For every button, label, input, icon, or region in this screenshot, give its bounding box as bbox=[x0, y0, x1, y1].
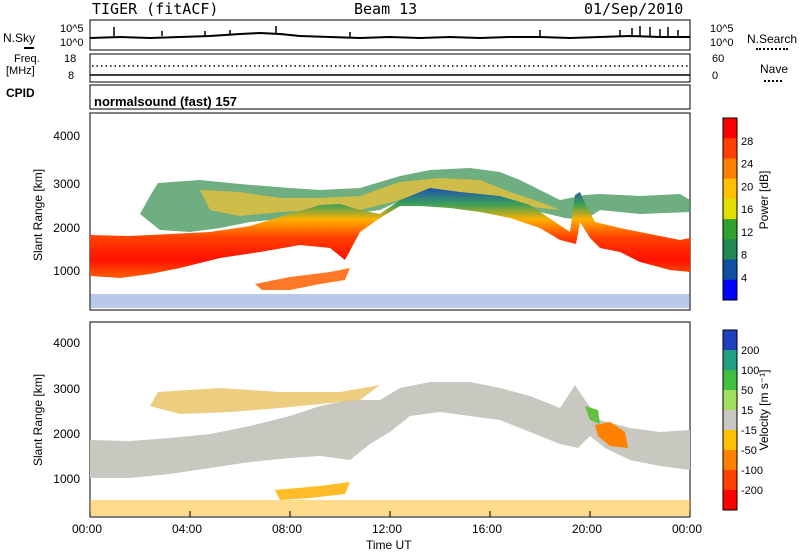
xaxis-tick-marks bbox=[89, 511, 691, 517]
nsky-tick-top: 10^5 bbox=[60, 23, 84, 35]
power-colorbar-swatch bbox=[723, 178, 737, 200]
power-colorbar-tick: 24 bbox=[741, 159, 753, 171]
freq-unit: [MHz] bbox=[6, 65, 35, 77]
velocity-colorbar-swatch bbox=[723, 430, 737, 451]
freq-tick-top: 18 bbox=[64, 53, 77, 65]
nsearch-tick-bottom: 10^0 bbox=[710, 37, 734, 49]
velocity-colorbar-swatch bbox=[723, 370, 737, 391]
nsky-trace bbox=[89, 31, 690, 40]
xtick-1600: 16:00 bbox=[472, 522, 503, 536]
power-colorbar-swatch bbox=[723, 198, 737, 220]
power-colorbar-tick: 20 bbox=[741, 181, 753, 193]
velocity-echoes bbox=[90, 382, 690, 516]
cpid-label: CPID bbox=[6, 86, 35, 100]
radar-title: TIGER (fitACF) bbox=[92, 0, 219, 18]
freq-label: Freq. bbox=[14, 53, 40, 65]
nave-label: Nave bbox=[760, 62, 789, 76]
power-upper-core bbox=[200, 178, 560, 216]
date-label: 01/Sep/2010 bbox=[584, 0, 684, 18]
velocity-negative-patch bbox=[595, 422, 628, 448]
velocity-colorbar-swatch bbox=[723, 490, 737, 511]
power-ground-scatter bbox=[90, 294, 690, 308]
power-colorbar: 28 24 20 16 12 8 4 bbox=[722, 117, 753, 301]
nsearch-dotted-line bbox=[756, 48, 788, 50]
power-ytick-4000: 4000 bbox=[53, 129, 80, 143]
power-colorbar-swatch bbox=[723, 259, 737, 281]
velocity-green-patch bbox=[585, 406, 600, 424]
cpid-program: normalsound (fast) 157 bbox=[94, 94, 238, 109]
nsearch-label: N.Search bbox=[747, 32, 798, 46]
power-lower-patch bbox=[255, 268, 350, 290]
velocity-upper-echo bbox=[150, 385, 380, 414]
power-colorbar-swatch bbox=[723, 219, 737, 240]
xtick-1200: 12:00 bbox=[372, 522, 403, 536]
power-colorbar-tick: 8 bbox=[741, 250, 747, 262]
velocity-colorbar-tick: 100 bbox=[741, 365, 759, 377]
velocity-ytick-1000: 1000 bbox=[53, 472, 80, 486]
velocity-colorbar-swatch bbox=[723, 350, 737, 371]
power-ytick-2000: 2000 bbox=[53, 221, 80, 235]
velocity-colorbar-tick: -100 bbox=[741, 465, 763, 477]
power-colorbar-swatch bbox=[723, 118, 737, 139]
power-colorbar-label: Power [dB] bbox=[757, 171, 771, 230]
velocity-colorbar-swatch bbox=[723, 470, 737, 491]
power-colorbar-tick: 28 bbox=[741, 136, 753, 148]
velocity-colorbar-tick: -50 bbox=[741, 445, 757, 457]
velocity-colorbar-swatch bbox=[723, 450, 737, 471]
nave-dotted-line bbox=[764, 80, 782, 82]
power-colorbar-swatch bbox=[723, 279, 737, 301]
nsearch-spikes bbox=[113, 26, 679, 37]
xtick-0000: 00:00 bbox=[72, 522, 103, 536]
velocity-colorbar: 200 100 50 15 -15 -50 -100 -200 bbox=[722, 329, 763, 511]
nave-tick-bottom: 0 bbox=[712, 70, 719, 82]
power-main-band bbox=[90, 188, 690, 278]
power-colorbar-swatch bbox=[723, 239, 737, 261]
power-ytick-1000: 1000 bbox=[53, 264, 80, 278]
velocity-lower-patch bbox=[275, 482, 350, 500]
power-upper-echo bbox=[140, 168, 690, 232]
velocity-ytick-2000: 2000 bbox=[53, 427, 80, 441]
nsearch-tick-top: 10^5 bbox=[710, 23, 734, 35]
power-colorbar-swatch bbox=[723, 138, 737, 159]
velocity-colorbar-swatch bbox=[723, 390, 737, 411]
velocity-colorbar-swatch bbox=[723, 410, 737, 431]
nsky-panel-frame bbox=[89, 19, 691, 51]
freq-panel-frame bbox=[89, 53, 691, 83]
nsky-underline bbox=[24, 47, 34, 49]
power-ylabel: Slant Range [km] bbox=[31, 169, 45, 261]
xtick-0800: 08:00 bbox=[272, 522, 303, 536]
beam-label: Beam 13 bbox=[354, 0, 418, 18]
velocity-colorbar-tick: 15 bbox=[741, 405, 753, 417]
freq-tick-bottom: 8 bbox=[68, 70, 75, 82]
velocity-colorbar-swatch bbox=[723, 330, 737, 351]
power-ytick-3000: 3000 bbox=[53, 177, 80, 191]
nsky-tick-bottom: 10^0 bbox=[60, 37, 84, 49]
velocity-colorbar-tick: 200 bbox=[741, 345, 759, 357]
xtick-2000: 20:00 bbox=[572, 522, 603, 536]
xaxis-label: Time UT bbox=[366, 538, 412, 552]
velocity-colorbar-tick: 50 bbox=[741, 385, 753, 397]
nsky-label: N.Sky bbox=[3, 31, 36, 45]
power-colorbar-tick: 12 bbox=[741, 227, 753, 239]
velocity-main-band bbox=[90, 382, 690, 478]
power-echoes bbox=[90, 168, 690, 308]
power-colorbar-tick: 4 bbox=[741, 272, 747, 284]
velocity-colorbar-tick: -200 bbox=[741, 485, 763, 497]
cpid-panel-frame bbox=[89, 84, 691, 110]
power-colorbar-swatch bbox=[723, 158, 737, 180]
velocity-ground-scatter bbox=[90, 500, 690, 516]
power-colorbar-frame bbox=[722, 117, 738, 301]
power-colorbar-tick: 16 bbox=[741, 204, 753, 216]
velocity-ytick-4000: 4000 bbox=[53, 336, 80, 350]
xtick-0400: 04:00 bbox=[172, 522, 203, 536]
xtick-2400: 00:00 bbox=[672, 522, 703, 536]
nave-tick-top: 60 bbox=[712, 53, 725, 65]
velocity-colorbar-frame bbox=[722, 329, 738, 511]
velocity-colorbar-label: Velocity [m s⁻¹] bbox=[757, 369, 771, 450]
velocity-colorbar-tick: -15 bbox=[741, 425, 757, 437]
velocity-ylabel: Slant Range [km] bbox=[31, 374, 45, 466]
velocity-ytick-3000: 3000 bbox=[53, 382, 80, 396]
